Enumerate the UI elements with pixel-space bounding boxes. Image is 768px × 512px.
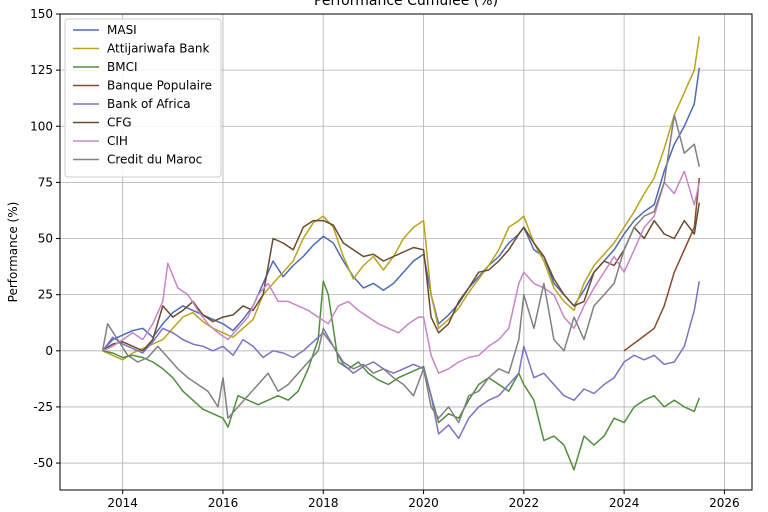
series-lines	[101, 36, 701, 471]
legend-label-cih: CIH	[107, 134, 128, 148]
x-tick-label: 2026	[709, 496, 740, 510]
x-tick-label: 2016	[208, 496, 239, 510]
legend: MASI Attijariwafa Bank BMCI Banque Populair…	[64, 18, 222, 178]
legend-label-credit-du-maroc: Credit du Maroc	[107, 153, 202, 167]
y-tick-label: 150	[30, 7, 53, 21]
y-tick-label: 0	[45, 344, 53, 358]
series-line-cih	[102, 170, 701, 374]
y-tick-label: -25	[33, 400, 53, 414]
x-tick-label: 2022	[509, 496, 540, 510]
legend-label-attijariwafa-bank: Attijariwafa Bank	[107, 42, 209, 56]
series-line-attijariwafa-bank	[102, 36, 701, 361]
y-tick-label: 100	[30, 119, 53, 133]
x-tick-label: 2014	[107, 496, 138, 510]
series-line-bank-of-africa	[101, 281, 701, 440]
chart-title: Performance Cumulée (%)	[314, 0, 498, 9]
legend-label-banque-populaire: Banque Populaire	[107, 79, 212, 93]
series-line-cfg	[102, 202, 701, 352]
y-tick-label: -50	[33, 456, 53, 470]
grid	[60, 13, 752, 490]
legend-box	[64, 18, 222, 178]
legend-label-masi: MASI	[107, 23, 137, 37]
axis-ticks: 2014 2016 2018 2020 2022 2024 2026 -50 -25 0 25 50 7…	[30, 7, 740, 510]
legend-label-bank-of-africa: Bank of Africa	[107, 97, 191, 111]
y-tick-label: 75	[38, 175, 53, 189]
y-tick-label: 25	[38, 288, 53, 302]
series-line-bmci	[102, 280, 701, 471]
plot-frame	[59, 13, 753, 491]
x-tick-label: 2024	[609, 496, 640, 510]
legend-label-cfg: CFG	[107, 116, 132, 130]
series-line-credit-du-maroc	[101, 114, 701, 424]
y-axis-label: Performance (%)	[6, 202, 20, 303]
legend-label-bmci: BMCI	[107, 60, 138, 74]
y-tick-label: 50	[38, 232, 53, 246]
x-tick-label: 2018	[308, 496, 339, 510]
x-tick-label: 2020	[408, 496, 439, 510]
y-tick-label: 125	[30, 63, 53, 77]
